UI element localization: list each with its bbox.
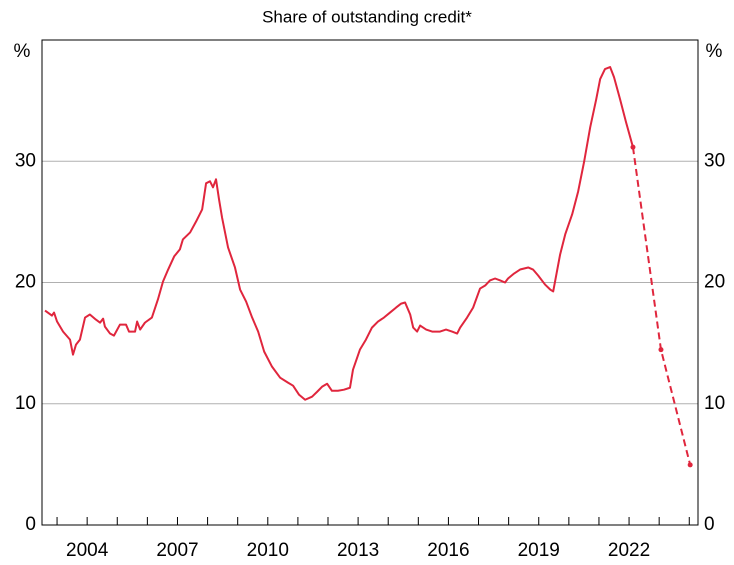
y2-tick-label: 30: [704, 150, 725, 171]
x-tick-label: 2004: [66, 540, 109, 561]
x-tick-label: 2019: [518, 540, 560, 561]
y-tick-label: 10: [15, 393, 36, 414]
x-tick-label: 2007: [156, 540, 198, 561]
y-tick-label: 0: [25, 514, 36, 535]
x-tick-label: 2013: [337, 540, 379, 561]
line-series: [631, 147, 692, 466]
y-tick-label: 30: [15, 150, 36, 171]
x-tick-label: 2010: [247, 540, 289, 561]
y-axis-unit: %: [14, 41, 31, 62]
line-marker: [687, 462, 693, 468]
y-tick-label: 20: [15, 272, 36, 293]
plot-frame: [41, 39, 699, 526]
y2-axis-unit: %: [706, 41, 723, 62]
y2-tick-label: 0: [704, 514, 715, 535]
line-marker: [630, 144, 636, 150]
x-tick-label: 2022: [608, 540, 650, 561]
line-series: [44, 66, 634, 401]
y2-tick-label: 10: [704, 393, 725, 414]
line-marker: [658, 347, 664, 353]
y2-tick-label: 20: [704, 272, 725, 293]
x-tick-label: 2016: [427, 540, 469, 561]
chart-subtitle: Share of outstanding credit*: [262, 7, 472, 26]
